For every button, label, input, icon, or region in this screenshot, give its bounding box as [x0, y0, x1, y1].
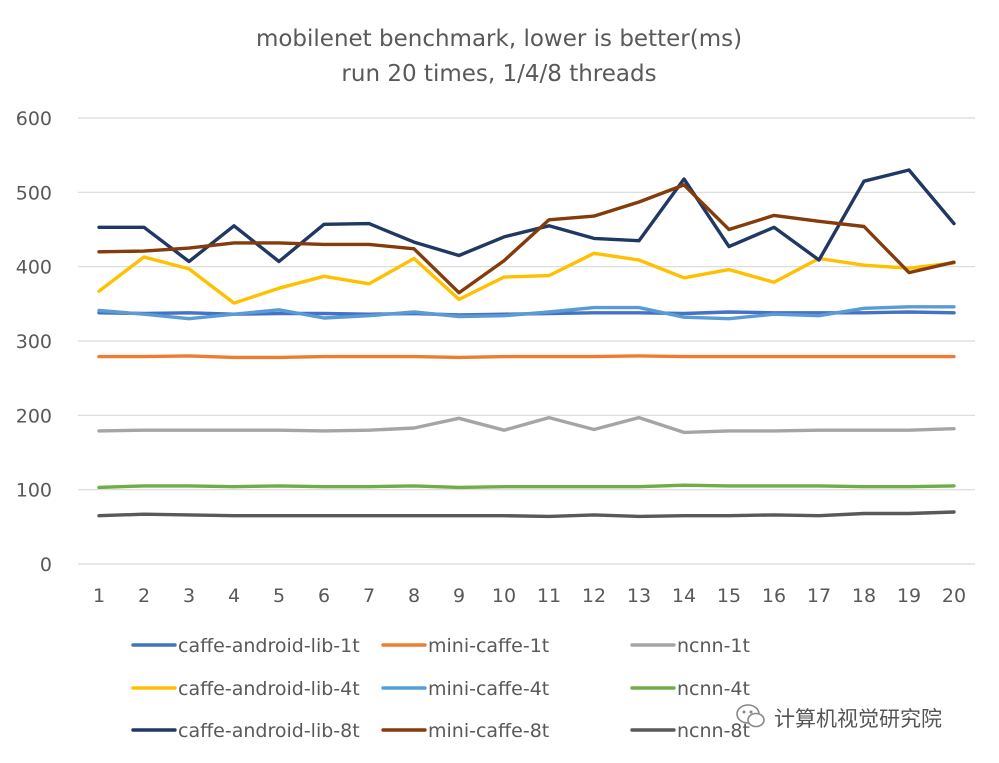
x-axis-ticks: 1 2 3 4 5 6 7 8 9 10 11 12 13 14 15 16 17 18 19 20: [93, 585, 966, 607]
legend-item: ncnn-1t: [630, 635, 750, 657]
legend-item: ncnn-4t: [630, 678, 750, 700]
x-tick-label: 12: [582, 585, 606, 607]
wechat-icon: [736, 704, 765, 728]
legend-label: caffe-android-lib-8t: [178, 720, 360, 742]
x-tick-label: 13: [627, 585, 651, 607]
x-tick-label: 7: [363, 585, 375, 607]
x-tick-label: 15: [717, 585, 741, 607]
gridlines: [78, 117, 975, 565]
x-tick-label: 20: [942, 585, 966, 607]
series-lines: [97, 168, 956, 519]
legend-item: mini-caffe-4t: [381, 678, 549, 700]
series-line-ncnn-8t: [97, 510, 956, 519]
y-tick-label: 0: [40, 554, 52, 576]
y-tick-label: 600: [16, 108, 52, 130]
legend-label: ncnn-4t: [677, 678, 750, 700]
x-tick-label: 11: [537, 585, 561, 607]
legend-label: caffe-android-lib-1t: [178, 635, 360, 657]
legend-label: ncnn-1t: [677, 635, 750, 657]
x-tick-label: 1: [93, 585, 105, 607]
series-line-mini-caffe-1t: [97, 354, 956, 360]
legend-item: caffe-android-lib-4t: [131, 678, 360, 700]
x-tick-label: 5: [273, 585, 285, 607]
y-tick-label: 300: [16, 331, 52, 353]
legend-label: caffe-android-lib-4t: [178, 678, 360, 700]
x-tick-label: 19: [897, 585, 921, 607]
legend-label: mini-caffe-8t: [428, 720, 549, 742]
legend-label: ncnn-8t: [677, 720, 750, 742]
x-tick-label: 2: [138, 585, 150, 607]
y-tick-label: 400: [16, 257, 52, 279]
y-tick-label: 500: [16, 182, 52, 204]
y-tick-label: 200: [16, 405, 52, 427]
watermark-text: 计算机视觉研究院: [774, 707, 942, 731]
y-tick-label: 100: [16, 480, 52, 502]
legend-item: ncnn-8t: [630, 720, 750, 742]
series-line-mini-caffe-8t: [97, 183, 956, 295]
x-tick-label: 16: [762, 585, 786, 607]
x-tick-label: 8: [408, 585, 420, 607]
x-tick-label: 10: [492, 585, 516, 607]
x-tick-label: 4: [228, 585, 240, 607]
x-tick-label: 18: [852, 585, 876, 607]
series-line-caffe-android-lib-4t: [97, 251, 956, 305]
legend-item: caffe-android-lib-1t: [131, 635, 360, 657]
legend-item: mini-caffe-1t: [381, 635, 549, 657]
legend-label: mini-caffe-1t: [428, 635, 549, 657]
series-line-mini-caffe-4t: [97, 305, 956, 321]
legend-item: caffe-android-lib-8t: [131, 720, 360, 742]
y-axis-ticks: 0 100 200 300 400 500 600: [16, 108, 52, 576]
chart-subtitle: run 20 times, 1/4/8 threads: [341, 61, 656, 87]
chart-title: mobilenet benchmark, lower is better(ms): [256, 26, 742, 52]
x-tick-label: 6: [318, 585, 330, 607]
legend: caffe-android-lib-1t mini-caffe-1t ncnn-1t…: [131, 635, 750, 742]
x-tick-label: 9: [453, 585, 465, 607]
legend-item: mini-caffe-8t: [381, 720, 549, 742]
series-line-caffe-android-lib-8t: [97, 168, 956, 264]
x-tick-label: 17: [807, 585, 831, 607]
watermark: 计算机视觉研究院: [736, 704, 942, 731]
legend-label: mini-caffe-4t: [428, 678, 549, 700]
x-tick-label: 3: [183, 585, 195, 607]
series-line-ncnn-4t: [97, 483, 956, 490]
x-tick-label: 14: [672, 585, 696, 607]
series-line-ncnn-1t: [97, 415, 956, 435]
